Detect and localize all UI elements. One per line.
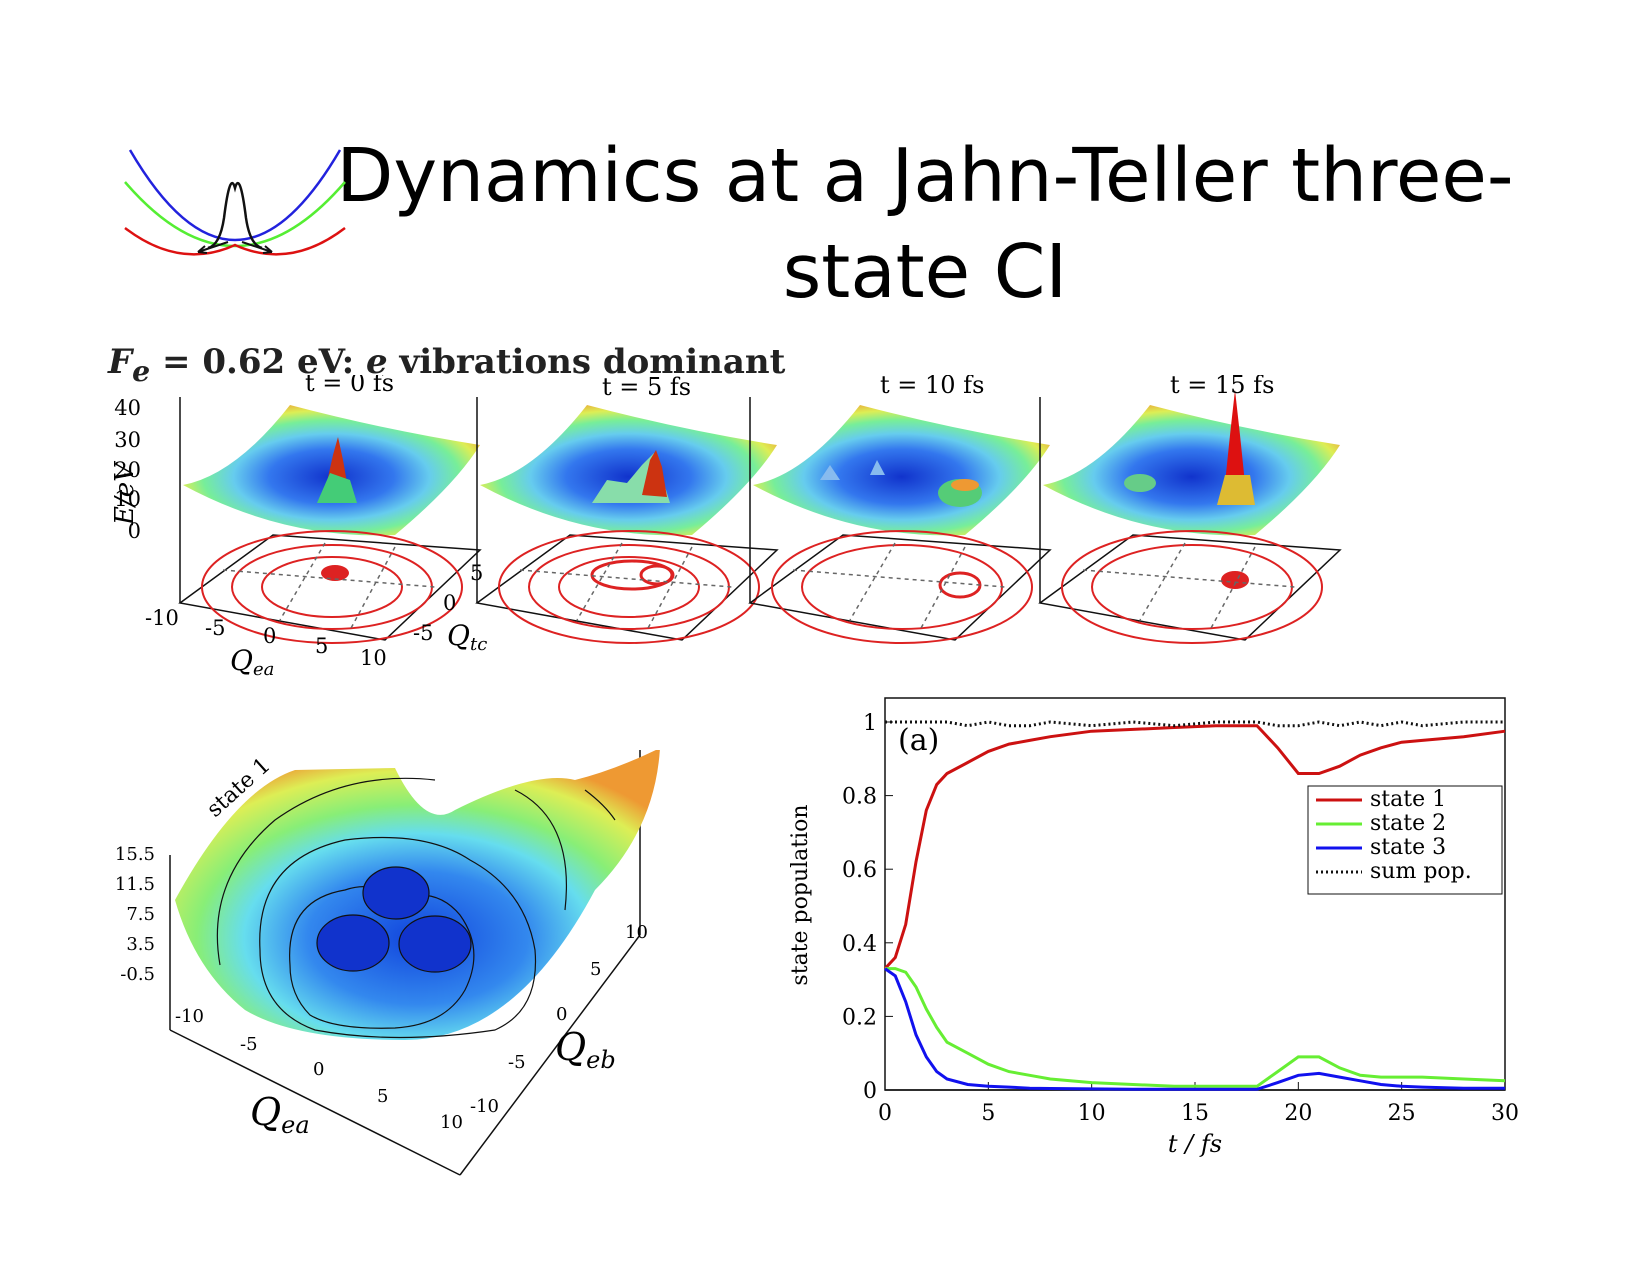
surface-qea-tick: 10 <box>440 1112 463 1133</box>
qea-tick: -5 <box>205 616 225 640</box>
surface-qeb-tick: -5 <box>508 1052 526 1073</box>
x-tick-label: 20 <box>1284 1101 1312 1126</box>
z-tick: 10 <box>114 487 141 511</box>
panel-subtitle: Fe = 0.62 eV: e vibrations dominant <box>108 342 785 388</box>
z-axis-label: E/eV <box>110 461 140 526</box>
legend-label: state 2 <box>1370 811 1446 836</box>
surface-z-tick: 7.5 <box>126 904 155 925</box>
state-1-surface-plot: state 1 15.5 11.5 7.5 3.5 -0.5 -10 -5 0 … <box>115 750 660 1176</box>
snapshot-panel-10fs: t = 10 fs <box>748 375 1052 644</box>
snapshot-panel-5fs: t = 5 fs <box>475 375 779 644</box>
title-line-2: state CI <box>782 229 1068 315</box>
surface-qea-tick: -5 <box>240 1034 258 1055</box>
surface-qea-tick: 0 <box>313 1059 324 1080</box>
legend-label: state 1 <box>1370 787 1446 812</box>
x-tick-label: 10 <box>1078 1101 1106 1126</box>
y-tick-label: 0 <box>863 1079 877 1104</box>
x-tick-label: 25 <box>1388 1101 1416 1126</box>
slide-title: Dynamics at a Jahn-Teller three- state C… <box>330 128 1520 320</box>
title-line-1: Dynamics at a Jahn-Teller three- <box>336 133 1514 219</box>
surface-qeb-label: Qeb <box>555 1025 616 1074</box>
y-tick-label: 0.2 <box>842 1005 877 1030</box>
qea-tick: 5 <box>315 634 328 658</box>
x-tick-label: 30 <box>1491 1101 1519 1126</box>
x-axis-label: t / fs <box>1168 1130 1222 1158</box>
surface-z-tick: 3.5 <box>126 934 155 955</box>
y-tick-label: 1 <box>863 711 877 736</box>
snapshot-panel-0fs: t = 0 fs <box>178 375 482 644</box>
surface-z-tick: -0.5 <box>120 964 155 985</box>
time-label-10: t = 10 fs <box>880 375 984 399</box>
qea-tick: 0 <box>263 624 276 648</box>
time-label-5: t = 5 fs <box>602 375 691 401</box>
wavepacket-snapshots: 40 30 20 10 0 E/eV t = 0 fs -10 -5 0 5 1… <box>110 375 1342 680</box>
panel-label: (a) <box>898 723 939 758</box>
x-tick-label: 0 <box>878 1101 892 1126</box>
surface-qea-tick: 5 <box>377 1086 388 1107</box>
x-tick-label: 5 <box>981 1101 995 1126</box>
qea-tick: -10 <box>145 606 179 630</box>
x-tick-label: 15 <box>1181 1101 1209 1126</box>
qea-tick: 10 <box>360 646 387 670</box>
subtitle-symbol-sub: e <box>132 353 151 388</box>
series-line-state-1 <box>883 724 1506 970</box>
subtitle-symbol: F <box>108 342 133 382</box>
surface-qeb-tick: -10 <box>470 1096 499 1117</box>
surface-qeb-tick: 5 <box>590 959 601 980</box>
subtitle-value: = 0.62 eV: <box>150 342 366 382</box>
subtitle-tail: vibrations dominant <box>387 342 786 382</box>
surface-qeb-tick: 10 <box>625 922 648 943</box>
surface-z-tick: 15.5 <box>115 844 155 865</box>
time-label-15: t = 15 fs <box>1170 375 1274 399</box>
z-tick: 30 <box>114 428 141 452</box>
series-line-state-3 <box>884 967 1505 1091</box>
qea-axis-label: Qea <box>230 644 274 680</box>
z-tick: 40 <box>114 396 141 420</box>
y-axis-label: state population <box>790 804 813 985</box>
legend-label: state 3 <box>1370 835 1446 860</box>
snapshot-panel-15fs: t = 15 fs <box>1038 375 1342 644</box>
surface-qea-tick: -10 <box>175 1006 204 1027</box>
surface-qea-label: Qea <box>250 1090 310 1139</box>
potential-curves-icon <box>124 149 346 256</box>
qtc-tick: 0 <box>443 591 456 615</box>
population-chart: 0 5 10 15 20 25 30 0 0.2 0.4 0.6 0.8 1 (a) state pop… <box>790 697 1519 1158</box>
z-tick: 20 <box>114 458 141 482</box>
y-tick-label: 0.6 <box>842 858 877 883</box>
time-label-0: t = 0 fs <box>305 375 394 397</box>
legend-label: sum pop. <box>1370 859 1472 884</box>
surface-qeb-tick: 0 <box>556 1004 567 1025</box>
y-tick-label: 0.8 <box>842 785 877 810</box>
z-tick: 0 <box>128 519 141 543</box>
qtc-tick: -5 <box>413 621 433 645</box>
subtitle-e: e <box>365 342 388 382</box>
y-tick-label: 0.4 <box>842 932 877 957</box>
qtc-axis-label: Qtc <box>447 619 487 655</box>
series-line-state-2 <box>885 967 1506 1088</box>
surface-z-tick: 11.5 <box>115 874 155 895</box>
